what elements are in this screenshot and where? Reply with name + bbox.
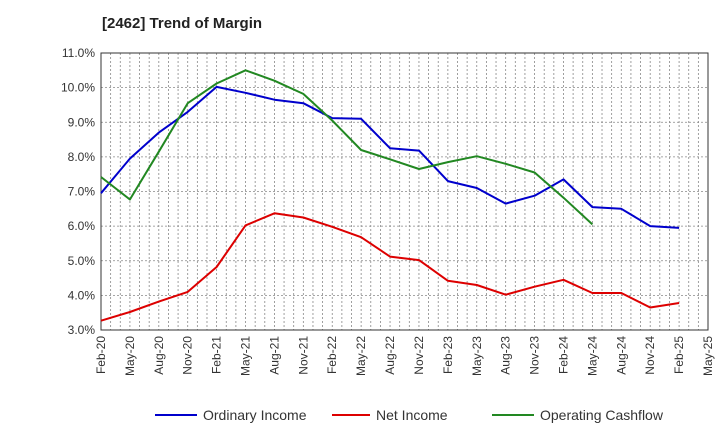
x-tick-label: Aug-21 bbox=[267, 336, 281, 375]
x-tick-label: Aug-20 bbox=[152, 336, 166, 375]
x-tick-label: Feb-22 bbox=[325, 336, 339, 374]
y-tick-label: 6.0% bbox=[68, 219, 96, 233]
series-line-3 bbox=[100, 69, 594, 226]
y-tick-label: 10.0% bbox=[61, 81, 95, 95]
y-tick-label: 8.0% bbox=[68, 150, 96, 164]
x-tick-label: Nov-22 bbox=[412, 336, 426, 375]
x-tick-label: Feb-25 bbox=[672, 336, 686, 374]
x-tick-label: May-24 bbox=[585, 336, 599, 376]
legend-label: Net Income bbox=[376, 407, 448, 423]
x-tick-label: Nov-24 bbox=[643, 336, 657, 375]
x-tick-label: May-20 bbox=[123, 336, 137, 376]
series-line-1 bbox=[100, 85, 680, 229]
legend-label: Operating Cashflow bbox=[540, 407, 664, 423]
x-tick-label: Nov-21 bbox=[296, 336, 310, 375]
series-line-2 bbox=[100, 212, 680, 322]
y-tick-label: 5.0% bbox=[68, 254, 96, 268]
y-tick-label: 7.0% bbox=[68, 185, 96, 199]
x-tick-label: Feb-21 bbox=[210, 336, 224, 374]
x-tick-label: Aug-23 bbox=[499, 336, 513, 375]
y-tick-label: 4.0% bbox=[68, 288, 96, 302]
y-tick-label: 11.0% bbox=[62, 46, 95, 60]
x-tick-label: Feb-23 bbox=[441, 336, 455, 374]
legend-label: Ordinary Income bbox=[203, 407, 307, 423]
x-tick-label: Aug-24 bbox=[614, 336, 628, 375]
x-tick-label: May-21 bbox=[239, 336, 253, 376]
x-tick-label: May-23 bbox=[470, 336, 484, 376]
chart-title: [2462] Trend of Margin bbox=[102, 15, 263, 32]
x-tick-label: May-22 bbox=[354, 336, 368, 376]
x-tick-label: Feb-20 bbox=[94, 336, 108, 374]
x-tick-label: Aug-22 bbox=[383, 336, 397, 375]
y-tick-label: 9.0% bbox=[68, 115, 96, 129]
y-tick-label: 3.0% bbox=[68, 323, 96, 337]
x-tick-label: Nov-20 bbox=[181, 336, 195, 375]
x-tick-label: Feb-24 bbox=[556, 336, 570, 374]
x-tick-label: May-25 bbox=[701, 336, 715, 376]
plot-border bbox=[100, 52, 709, 331]
x-tick-label: Nov-23 bbox=[528, 336, 542, 375]
